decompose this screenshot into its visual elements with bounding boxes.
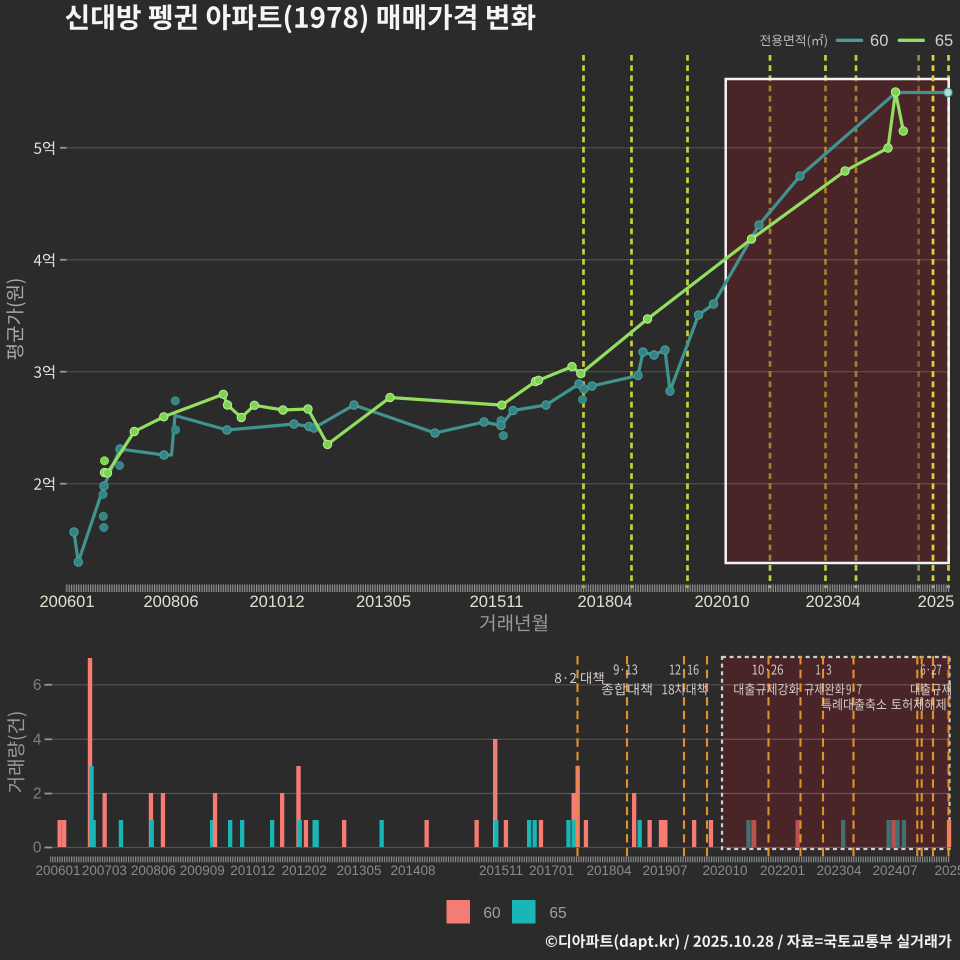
svg-text:201305: 201305 (336, 863, 381, 878)
svg-text:202304: 202304 (816, 863, 862, 878)
svg-text:201408: 201408 (390, 863, 435, 878)
svg-text:201305: 201305 (356, 593, 411, 611)
svg-text:201511: 201511 (479, 863, 523, 878)
svg-text:0: 0 (33, 840, 42, 857)
svg-text:201012: 201012 (230, 863, 275, 878)
svg-text:2: 2 (33, 786, 42, 803)
svg-text:65: 65 (549, 905, 566, 922)
svg-text:202407: 202407 (872, 863, 917, 878)
svg-text:200601: 200601 (35, 863, 80, 878)
svg-text:201511: 201511 (470, 593, 524, 611)
svg-text:200806: 200806 (131, 863, 176, 878)
svg-text:201012: 201012 (249, 593, 304, 611)
svg-text:200806: 200806 (143, 593, 198, 611)
svg-text:60: 60 (483, 905, 501, 922)
svg-text:201804: 201804 (577, 593, 632, 611)
svg-text:202510: 202510 (934, 863, 960, 878)
svg-text:201701: 201701 (529, 863, 574, 878)
svg-text:201804: 201804 (586, 863, 632, 878)
svg-text:202304: 202304 (805, 593, 860, 611)
svg-text:60: 60 (870, 32, 888, 50)
svg-text:202201: 202201 (760, 863, 805, 878)
svg-text:65: 65 (935, 32, 953, 50)
svg-text:200909: 200909 (180, 863, 225, 878)
svg-text:201202: 201202 (282, 863, 327, 878)
svg-text:6: 6 (33, 677, 42, 694)
svg-text:202010: 202010 (694, 593, 749, 611)
svg-text:200601: 200601 (39, 593, 94, 611)
svg-text:202010: 202010 (702, 863, 747, 878)
svg-text:4: 4 (33, 732, 42, 749)
svg-text:200703: 200703 (82, 863, 127, 878)
svg-text:2025: 2025 (918, 593, 955, 611)
svg-text:201907: 201907 (642, 863, 687, 878)
